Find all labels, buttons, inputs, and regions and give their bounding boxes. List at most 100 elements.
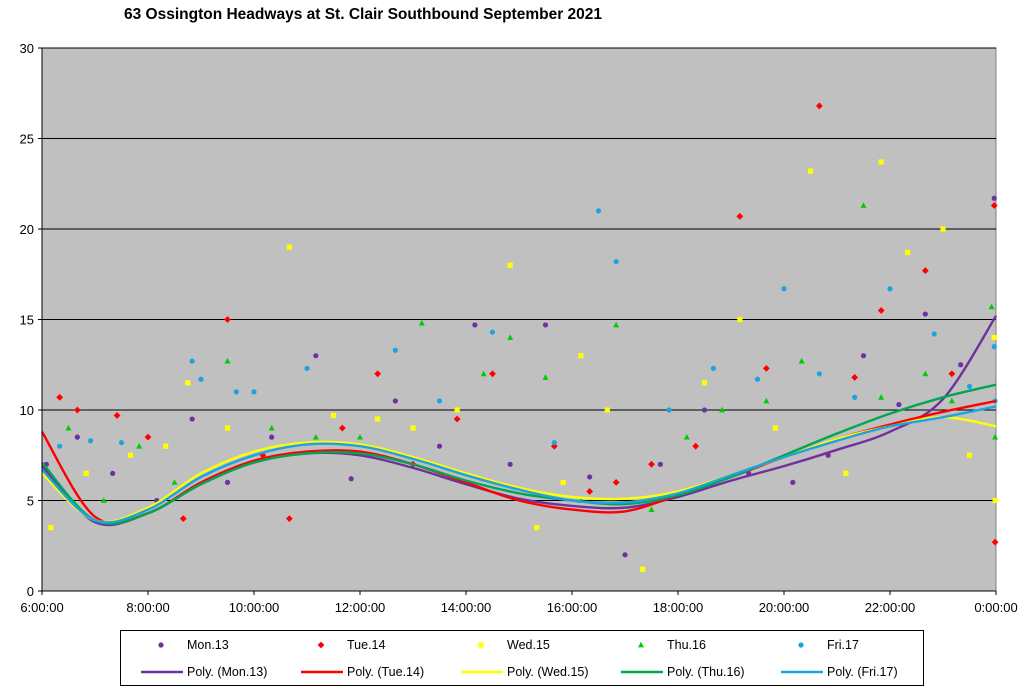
data-point	[940, 226, 946, 232]
y-tick-label: 10	[20, 403, 34, 418]
legend-label: Wed.15	[507, 638, 550, 652]
data-point	[489, 329, 496, 335]
data-point	[587, 474, 593, 480]
data-point	[436, 398, 443, 404]
legend-label: Poly. (Thu.16)	[667, 665, 745, 679]
data-point	[113, 412, 121, 419]
data-point	[763, 397, 770, 404]
legend-label: Thu.16	[667, 638, 706, 652]
x-tick-label: 8:00:00	[126, 600, 169, 615]
legend-marker	[638, 641, 644, 648]
x-tick-label: 16:00:00	[547, 600, 598, 615]
data-point	[357, 433, 363, 440]
legend-marker-swatch	[775, 635, 827, 655]
data-point	[666, 407, 672, 413]
legend-item: Poly. (Thu.16)	[615, 662, 745, 682]
data-point	[454, 407, 460, 413]
data-point	[692, 442, 700, 450]
trend-line	[41, 383, 997, 525]
legend-label: Poly. (Wed.15)	[507, 665, 589, 679]
data-point	[73, 406, 81, 414]
legend-marker	[317, 641, 325, 649]
data-point	[990, 202, 998, 209]
data-point	[224, 479, 231, 485]
legend-item: Thu.16	[615, 635, 706, 655]
legend-item: Poly. (Mon.13)	[135, 662, 267, 682]
data-point	[612, 479, 620, 486]
data-point	[710, 365, 716, 371]
x-tick-label: 0:00:00	[974, 600, 1017, 615]
legend-line-swatch	[455, 662, 507, 682]
legend-item: Poly. (Wed.15)	[455, 662, 589, 682]
data-point	[622, 552, 628, 558]
data-point	[948, 397, 955, 404]
data-point	[887, 286, 893, 292]
legend-label: Poly. (Mon.13)	[187, 665, 268, 679]
data-point	[860, 353, 867, 359]
data-point	[877, 307, 885, 314]
data-point	[807, 168, 814, 174]
data-point	[790, 479, 796, 485]
y-tick-label: 15	[20, 313, 34, 328]
data-point	[878, 159, 884, 165]
legend-label: Mon.13	[187, 638, 229, 652]
y-tick-label: 20	[20, 222, 34, 237]
legend-marker	[158, 642, 164, 648]
data-point	[860, 202, 867, 208]
data-point	[719, 406, 726, 413]
legend-line-swatch	[295, 662, 347, 682]
data-point	[224, 357, 231, 364]
data-point	[224, 316, 231, 323]
data-point	[992, 433, 999, 440]
data-point	[330, 412, 337, 419]
data-point	[648, 506, 655, 512]
data-point	[736, 212, 744, 220]
legend-line-swatch	[775, 662, 827, 682]
data-point	[551, 439, 557, 446]
data-point	[815, 102, 823, 110]
legend-line-swatch	[135, 662, 187, 682]
legend: Mon.13 Tue.14 Wed.15 Thu.16 Fri.17 Poly. (Mon…	[120, 630, 924, 686]
data-point	[648, 460, 655, 468]
data-point	[762, 364, 770, 372]
data-point	[542, 322, 549, 328]
legend-item: Wed.15	[455, 635, 550, 655]
data-point	[185, 380, 191, 386]
chart-title: 63 Ossington Headways at St. Clair South…	[124, 6, 603, 23]
data-point	[772, 425, 778, 431]
data-point	[991, 538, 999, 546]
data-point	[189, 416, 195, 422]
data-point	[480, 370, 487, 377]
data-point	[163, 443, 169, 449]
data-point	[472, 322, 478, 328]
legend-marker	[798, 642, 804, 648]
data-point	[304, 365, 310, 371]
data-point	[313, 353, 319, 359]
data-point	[798, 357, 805, 364]
data-point	[100, 497, 107, 503]
x-tick-label: 6:00:00	[20, 600, 63, 615]
data-point	[74, 434, 80, 440]
data-point	[268, 424, 275, 431]
data-point	[560, 479, 566, 485]
data-point	[948, 370, 956, 378]
data-point	[179, 515, 187, 522]
data-point	[992, 497, 998, 504]
data-point	[905, 249, 911, 256]
data-point	[57, 443, 63, 449]
data-point	[988, 303, 995, 310]
data-point	[83, 470, 89, 476]
y-tick-label: 5	[27, 494, 34, 509]
data-point	[127, 452, 133, 458]
y-tick-label: 0	[27, 584, 34, 599]
data-point	[613, 258, 619, 265]
x-tick-label: 14:00:00	[441, 600, 492, 615]
y-tick-label: 25	[20, 132, 34, 147]
data-point	[507, 334, 514, 340]
data-point	[921, 267, 929, 275]
legend-marker-swatch	[295, 635, 347, 655]
data-point	[754, 376, 761, 382]
data-point	[578, 353, 584, 359]
data-point	[56, 393, 64, 401]
data-point	[781, 286, 787, 292]
